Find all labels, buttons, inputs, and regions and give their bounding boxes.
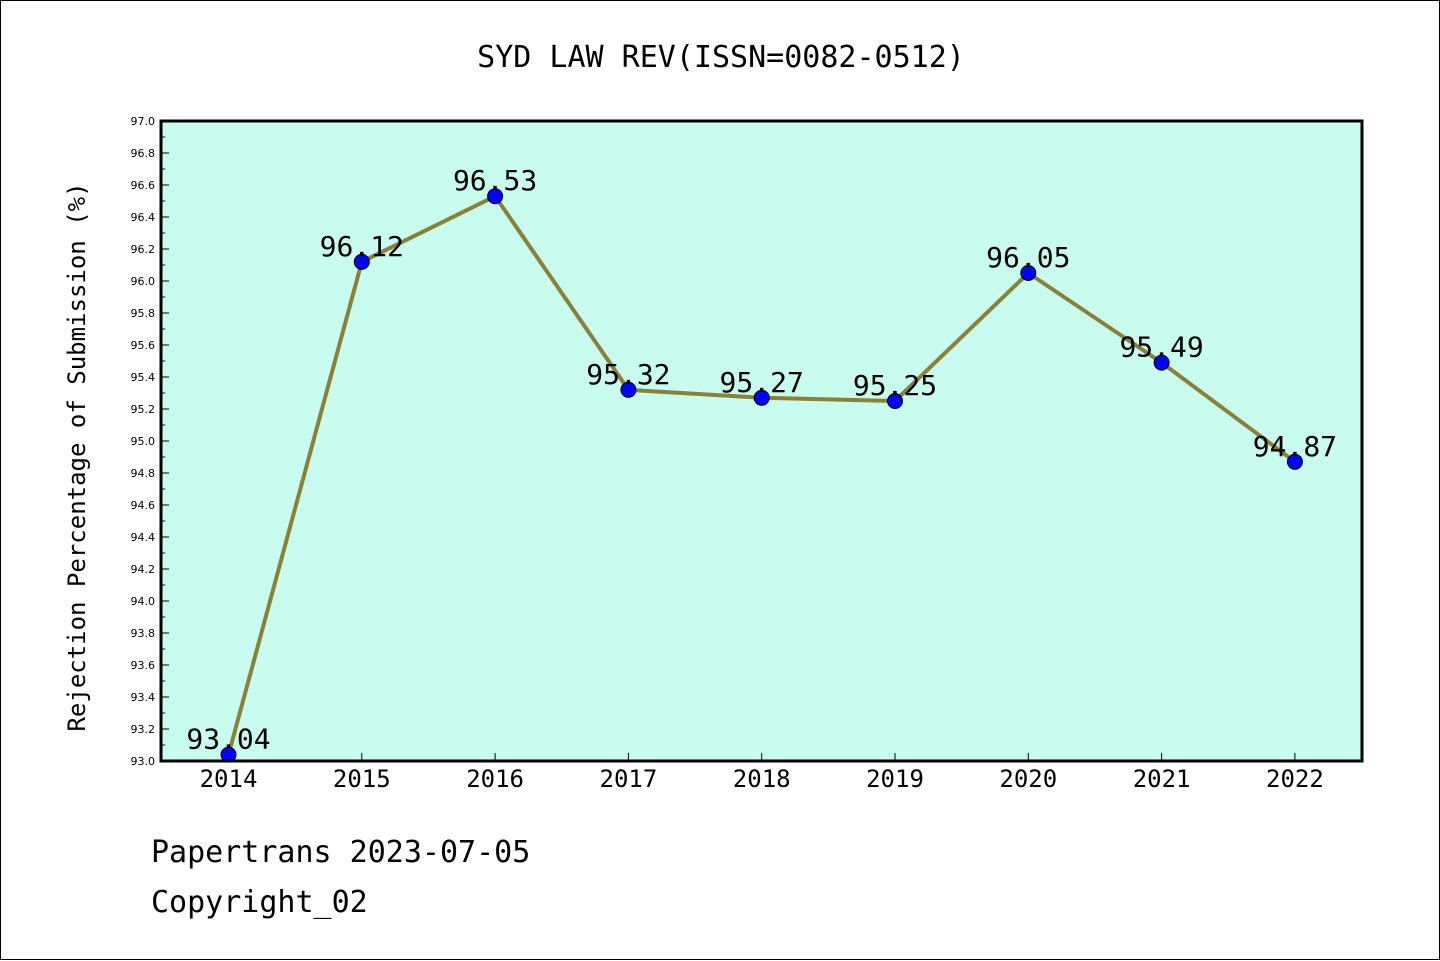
data-point xyxy=(1286,453,1303,470)
data-label: 93.04 xyxy=(186,723,270,756)
y-tick-label: 93.2 xyxy=(131,723,156,736)
x-axis-ticks: 2014 2015 2016 2017 2018 2019 2020 2021 2022 xyxy=(200,753,1324,793)
y-tick-label: 95.2 xyxy=(131,403,156,416)
y-axis-label: Rejection Percentage of Submission (%) xyxy=(63,182,91,731)
y-tick-label: 96.2 xyxy=(131,243,156,256)
data-point xyxy=(487,188,504,205)
y-tick-label: 95.4 xyxy=(131,371,156,384)
x-tick-label: 2016 xyxy=(466,765,524,793)
x-tick-label: 2014 xyxy=(200,765,258,793)
y-tick-label: 96.6 xyxy=(131,179,156,192)
x-tick-label: 2019 xyxy=(866,765,924,793)
x-tick-label: 2017 xyxy=(600,765,658,793)
y-tick-label: 96.8 xyxy=(131,147,156,160)
data-point xyxy=(353,253,370,270)
y-tick-label: 97.0 xyxy=(131,115,156,128)
data-point xyxy=(1020,265,1037,281)
series-layer: 93.04 96.12 96.53 95.32 95.27 95.25 96.05 95.49… xyxy=(186,164,1337,763)
x-tick-label: 2018 xyxy=(733,765,791,793)
y-tick-label: 96.0 xyxy=(131,275,156,288)
data-label: 95.27 xyxy=(720,366,804,399)
data-label: 96.12 xyxy=(320,230,404,263)
footer-copyright: Copyright_02 xyxy=(151,885,368,920)
y-tick-label: 94.8 xyxy=(131,467,156,480)
y-tick-label: 94.6 xyxy=(131,499,156,512)
data-label: 96.53 xyxy=(453,164,537,197)
data-point xyxy=(1153,354,1170,371)
x-tick-label: 2021 xyxy=(1133,765,1191,793)
footer-date: Papertrans 2023-07-05 xyxy=(151,835,531,870)
data-label: 94.87 xyxy=(1253,430,1337,463)
plot-area xyxy=(161,121,1362,761)
y-tick-label: 93.0 xyxy=(131,755,156,768)
y-tick-label: 95.6 xyxy=(131,339,156,352)
y-tick-label: 93.6 xyxy=(131,659,156,672)
data-label: 95.49 xyxy=(1119,331,1203,364)
data-point xyxy=(620,381,637,398)
x-tick-label: 2020 xyxy=(999,765,1057,793)
y-tick-label: 94.2 xyxy=(131,563,156,576)
y-tick-label: 94.0 xyxy=(131,595,156,608)
data-label: 96.05 xyxy=(986,241,1070,274)
chart-title: SYD LAW REV(ISSN=0082-0512) xyxy=(477,40,965,75)
plot-border xyxy=(159,119,1364,763)
y-tick-label: 93.8 xyxy=(131,627,156,640)
data-label: 95.25 xyxy=(853,369,937,402)
y-tick-label: 95.8 xyxy=(131,307,156,320)
y-tick-label: 95.0 xyxy=(131,435,156,448)
x-tick-label: 2022 xyxy=(1266,765,1324,793)
data-label: 95.32 xyxy=(586,358,670,391)
y-tick-label: 96.4 xyxy=(131,211,156,224)
y-axis-ticks: 93.0 93.2 93.4 93.6 93.8 94.0 94.2 94.4 94.6 94.8… xyxy=(131,115,169,768)
data-point xyxy=(753,389,770,406)
data-point xyxy=(887,393,903,409)
y-tick-label: 93.4 xyxy=(131,691,156,704)
x-tick-label: 2015 xyxy=(333,765,391,793)
y-tick-label: 94.4 xyxy=(131,531,156,544)
